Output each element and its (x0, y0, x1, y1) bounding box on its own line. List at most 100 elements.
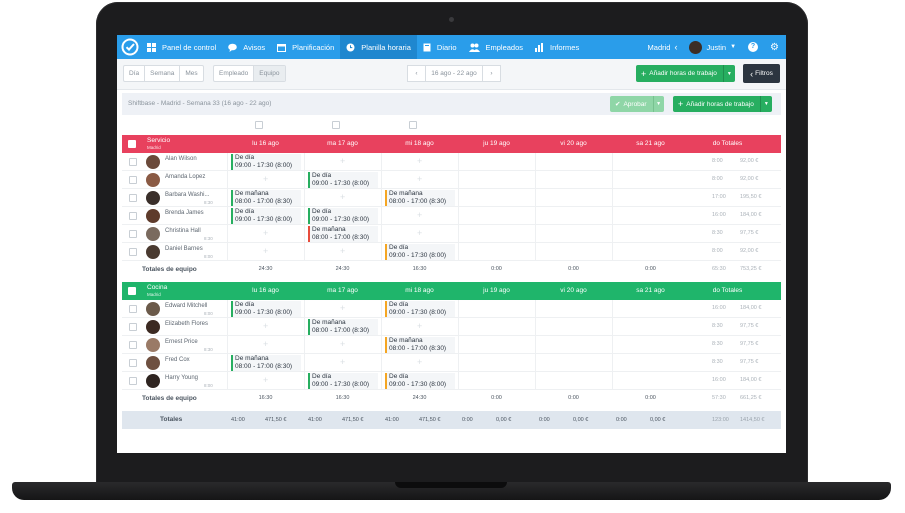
add-shift-icon[interactable]: + (417, 210, 423, 220)
shift-block[interactable]: De día 09:00 - 17:30 (8:00) (231, 301, 301, 317)
filters-button[interactable]: ‹ Filtros (743, 64, 780, 83)
add-shift-icon[interactable]: + (263, 339, 269, 349)
day-cell[interactable]: + (381, 171, 458, 189)
tab-team[interactable]: Equipo (254, 66, 285, 81)
nav-grid[interactable]: Panel de control (141, 35, 222, 59)
approve-dropdown[interactable]: ▼ (652, 96, 664, 112)
day-cell[interactable]: De día 09:00 - 17:30 (8:00) (304, 372, 381, 390)
shift-block[interactable]: De mañana 08:00 - 17:00 (8:30) (385, 337, 455, 353)
shift-block[interactable]: De día 09:00 - 17:30 (8:00) (231, 154, 301, 170)
row-checkbox[interactable] (129, 230, 137, 238)
day-cell[interactable] (612, 225, 689, 243)
day-cell[interactable]: + (381, 153, 458, 171)
day-cell[interactable] (458, 171, 535, 189)
employee-name[interactable]: Daniel Barnes (165, 246, 203, 252)
shift-block[interactable]: De día 09:00 - 17:30 (8:00) (308, 208, 378, 224)
day-cell[interactable]: + (304, 153, 381, 171)
add-shift-icon[interactable]: + (263, 321, 269, 331)
add-shift-icon[interactable]: + (417, 357, 423, 367)
day-cell[interactable] (612, 336, 689, 354)
day-checkbox[interactable] (409, 121, 417, 129)
employee-name[interactable]: Amanda Lopez (165, 174, 206, 180)
day-checkbox[interactable] (255, 121, 263, 129)
day-cell[interactable] (612, 171, 689, 189)
next-week-button[interactable]: › (482, 66, 500, 81)
add-shift-icon[interactable]: + (340, 192, 346, 202)
tab-day[interactable]: Día (124, 66, 146, 81)
section-checkbox[interactable] (128, 140, 136, 148)
row-checkbox[interactable] (129, 305, 137, 313)
day-cell[interactable]: + (304, 336, 381, 354)
day-cell[interactable] (458, 354, 535, 372)
shift-block[interactable]: De mañana 08:00 - 17:00 (8:30) (231, 355, 301, 371)
shift-block[interactable]: De día 09:00 - 17:30 (8:00) (385, 373, 455, 389)
day-cell[interactable] (535, 336, 612, 354)
row-checkbox[interactable] (129, 248, 137, 256)
employee-name[interactable]: Fred Cox (165, 357, 190, 363)
add-shift-icon[interactable]: + (263, 375, 269, 385)
row-checkbox[interactable] (129, 212, 137, 220)
row-checkbox[interactable] (129, 176, 137, 184)
day-cell[interactable] (535, 300, 612, 318)
day-cell[interactable] (612, 318, 689, 336)
add-shift-icon[interactable]: + (340, 246, 346, 256)
approve-button[interactable]: ✔ Aprobar ▼ (610, 96, 664, 112)
shift-block[interactable]: De día 09:00 - 17:30 (8:00) (231, 208, 301, 224)
day-cell[interactable] (535, 318, 612, 336)
employee-name[interactable]: Edward Mitchell (165, 303, 208, 309)
day-cell[interactable]: De día 09:00 - 17:30 (8:00) (381, 372, 458, 390)
nav-bar-chart[interactable]: Informes (529, 35, 585, 59)
day-cell[interactable]: + (227, 372, 304, 390)
day-checkbox[interactable] (332, 121, 340, 129)
day-cell[interactable]: De mañana 08:00 - 17:00 (8:30) (227, 354, 304, 372)
nav-calendar[interactable]: Planificación (271, 35, 340, 59)
add-hours-dropdown[interactable]: ▼ (722, 65, 735, 82)
add-shift-icon[interactable]: + (340, 303, 346, 313)
day-cell[interactable]: + (227, 336, 304, 354)
day-cell[interactable] (458, 153, 535, 171)
add-shift-icon[interactable]: + (340, 357, 346, 367)
tab-month[interactable]: Mes (185, 70, 198, 77)
nav-clock[interactable]: Planilla horaria (340, 35, 417, 59)
day-cell[interactable] (458, 318, 535, 336)
app-logo-icon[interactable] (119, 36, 141, 58)
day-cell[interactable]: + (304, 243, 381, 261)
section-checkbox[interactable] (128, 287, 136, 295)
nav-book[interactable]: Diario (417, 35, 463, 59)
add-shift-icon[interactable]: + (263, 228, 269, 238)
day-cell[interactable]: + (381, 354, 458, 372)
employee-name[interactable]: Christina Hall (165, 228, 201, 234)
settings-button[interactable]: ⚙ (764, 35, 786, 59)
day-cell[interactable] (458, 372, 535, 390)
day-cell[interactable]: De día 09:00 - 17:30 (8:00) (304, 171, 381, 189)
day-cell[interactable]: + (304, 300, 381, 318)
add-hours-secondary-button[interactable]: + Añadir horas de trabajo ▼ (673, 96, 772, 112)
nav-people[interactable]: Empleados (463, 35, 530, 59)
day-cell[interactable] (458, 300, 535, 318)
day-cell[interactable] (535, 354, 612, 372)
day-cell[interactable]: De mañana 08:00 - 17:00 (8:30) (304, 225, 381, 243)
add-shift-icon[interactable]: + (417, 228, 423, 238)
location-selector[interactable]: Madrid ‹ (642, 35, 684, 59)
day-cell[interactable]: + (381, 207, 458, 225)
day-cell[interactable]: De día 09:00 - 17:30 (8:00) (227, 207, 304, 225)
day-cell[interactable] (535, 171, 612, 189)
shift-block[interactable]: De día 09:00 - 17:30 (8:00) (308, 172, 378, 188)
help-button[interactable]: ? (742, 35, 764, 59)
day-cell[interactable] (535, 243, 612, 261)
day-cell[interactable]: De día 09:00 - 17:30 (8:00) (227, 300, 304, 318)
date-range-label[interactable]: 16 ago - 22 ago (431, 70, 477, 77)
nav-chat[interactable]: Avisos (222, 35, 271, 59)
day-cell[interactable] (612, 243, 689, 261)
employee-name[interactable]: Ernest Price (165, 339, 198, 345)
day-cell[interactable]: + (227, 171, 304, 189)
day-cell[interactable]: + (227, 318, 304, 336)
day-cell[interactable]: + (381, 318, 458, 336)
row-checkbox[interactable] (129, 341, 137, 349)
day-cell[interactable]: + (227, 243, 304, 261)
day-cell[interactable]: De día 09:00 - 17:30 (8:00) (381, 300, 458, 318)
add-shift-icon[interactable]: + (340, 339, 346, 349)
day-cell[interactable] (612, 372, 689, 390)
employee-name[interactable]: Barbara Washi... (165, 192, 210, 198)
shift-block[interactable]: De día 09:00 - 17:30 (8:00) (385, 301, 455, 317)
